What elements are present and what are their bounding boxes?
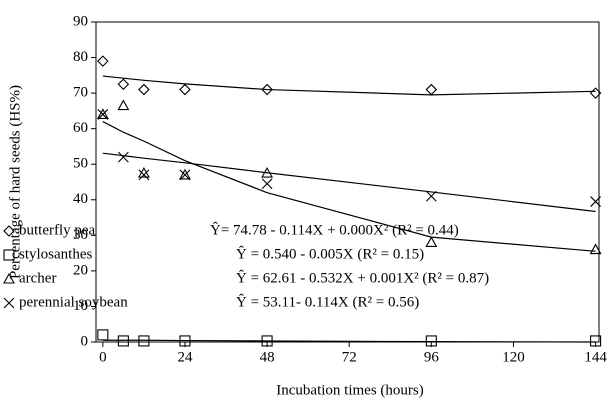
square-marker	[117, 335, 129, 347]
y-tick-label: 60	[73, 120, 88, 136]
fit-line	[102, 152, 596, 213]
square-marker	[590, 335, 602, 347]
legend-label: archer	[19, 270, 56, 286]
diamond-marker	[261, 83, 273, 96]
annotation: Ŷ = 0.540 - 0.005X (R² = 0.15)	[236, 245, 424, 262]
x-marker	[179, 169, 191, 181]
y-axis-label: Percentage of hard seeds (HS%)	[7, 85, 23, 279]
x-marker	[261, 178, 273, 190]
triangle-marker	[3, 272, 15, 284]
y-tick-label: 70	[73, 85, 88, 101]
x-marker	[425, 190, 437, 202]
triangle-marker	[425, 236, 438, 247]
x-marker	[590, 196, 601, 207]
diamond-marker	[97, 55, 109, 67]
x-marker	[97, 109, 109, 120]
triangle-marker	[117, 99, 130, 111]
plot-frame	[95, 21, 600, 343]
triangle-marker	[137, 166, 150, 178]
x-tick-label: 0	[99, 349, 107, 365]
legend-label: perennial soybean	[19, 294, 128, 310]
legend-label: butterfly pea	[19, 222, 96, 238]
triangle-marker	[179, 168, 191, 180]
x-axis-label: Incubation times (hours)	[276, 382, 423, 398]
y-tick-label: 30	[73, 227, 88, 243]
x-tick-label: 72	[342, 349, 357, 365]
diamond-marker	[3, 225, 15, 237]
diamond-marker	[589, 87, 602, 99]
x-marker	[3, 297, 15, 309]
x-tick-label: 120	[502, 349, 525, 365]
square-marker	[97, 329, 109, 341]
diamond-marker	[117, 78, 130, 91]
x-tick-label: 48	[260, 349, 275, 365]
square-marker	[3, 249, 15, 261]
x-marker	[138, 169, 150, 181]
y-tick-label: 20	[73, 262, 88, 278]
y-tick-label: 90	[73, 13, 88, 29]
x-tick-label: 24	[177, 349, 193, 365]
x-tick-label: 96	[424, 349, 440, 365]
y-tick-label: 10	[73, 298, 88, 314]
annotation: Ŷ = 53.11- 0.114X (R² = 0.56)	[236, 293, 419, 310]
square-marker	[425, 335, 437, 347]
square-marker	[261, 335, 273, 347]
y-tick-label: 50	[73, 156, 88, 172]
diamond-marker	[138, 83, 150, 96]
fit-line	[102, 339, 596, 343]
y-tick-label: 80	[73, 49, 88, 65]
y-tick-label: 0	[81, 333, 89, 349]
fit-line	[102, 75, 596, 96]
annotation: Ŷ = 62.61 - 0.532X + 0.001X² (R² = 0.87)	[236, 269, 489, 286]
triangle-marker	[589, 243, 602, 255]
triangle-marker	[96, 108, 109, 119]
square-marker	[179, 335, 191, 347]
diamond-marker	[425, 83, 438, 96]
y-tick-label: 40	[73, 191, 88, 207]
square-marker	[138, 335, 150, 347]
annotation: Ŷ= 74.78 - 0.114X + 0.000X² (R² = 0.44)	[210, 221, 459, 238]
x-tick-label: 144	[584, 349, 607, 365]
x-marker	[117, 151, 129, 163]
diamond-marker	[179, 83, 191, 96]
legend-label: stylosanthes	[19, 246, 92, 262]
